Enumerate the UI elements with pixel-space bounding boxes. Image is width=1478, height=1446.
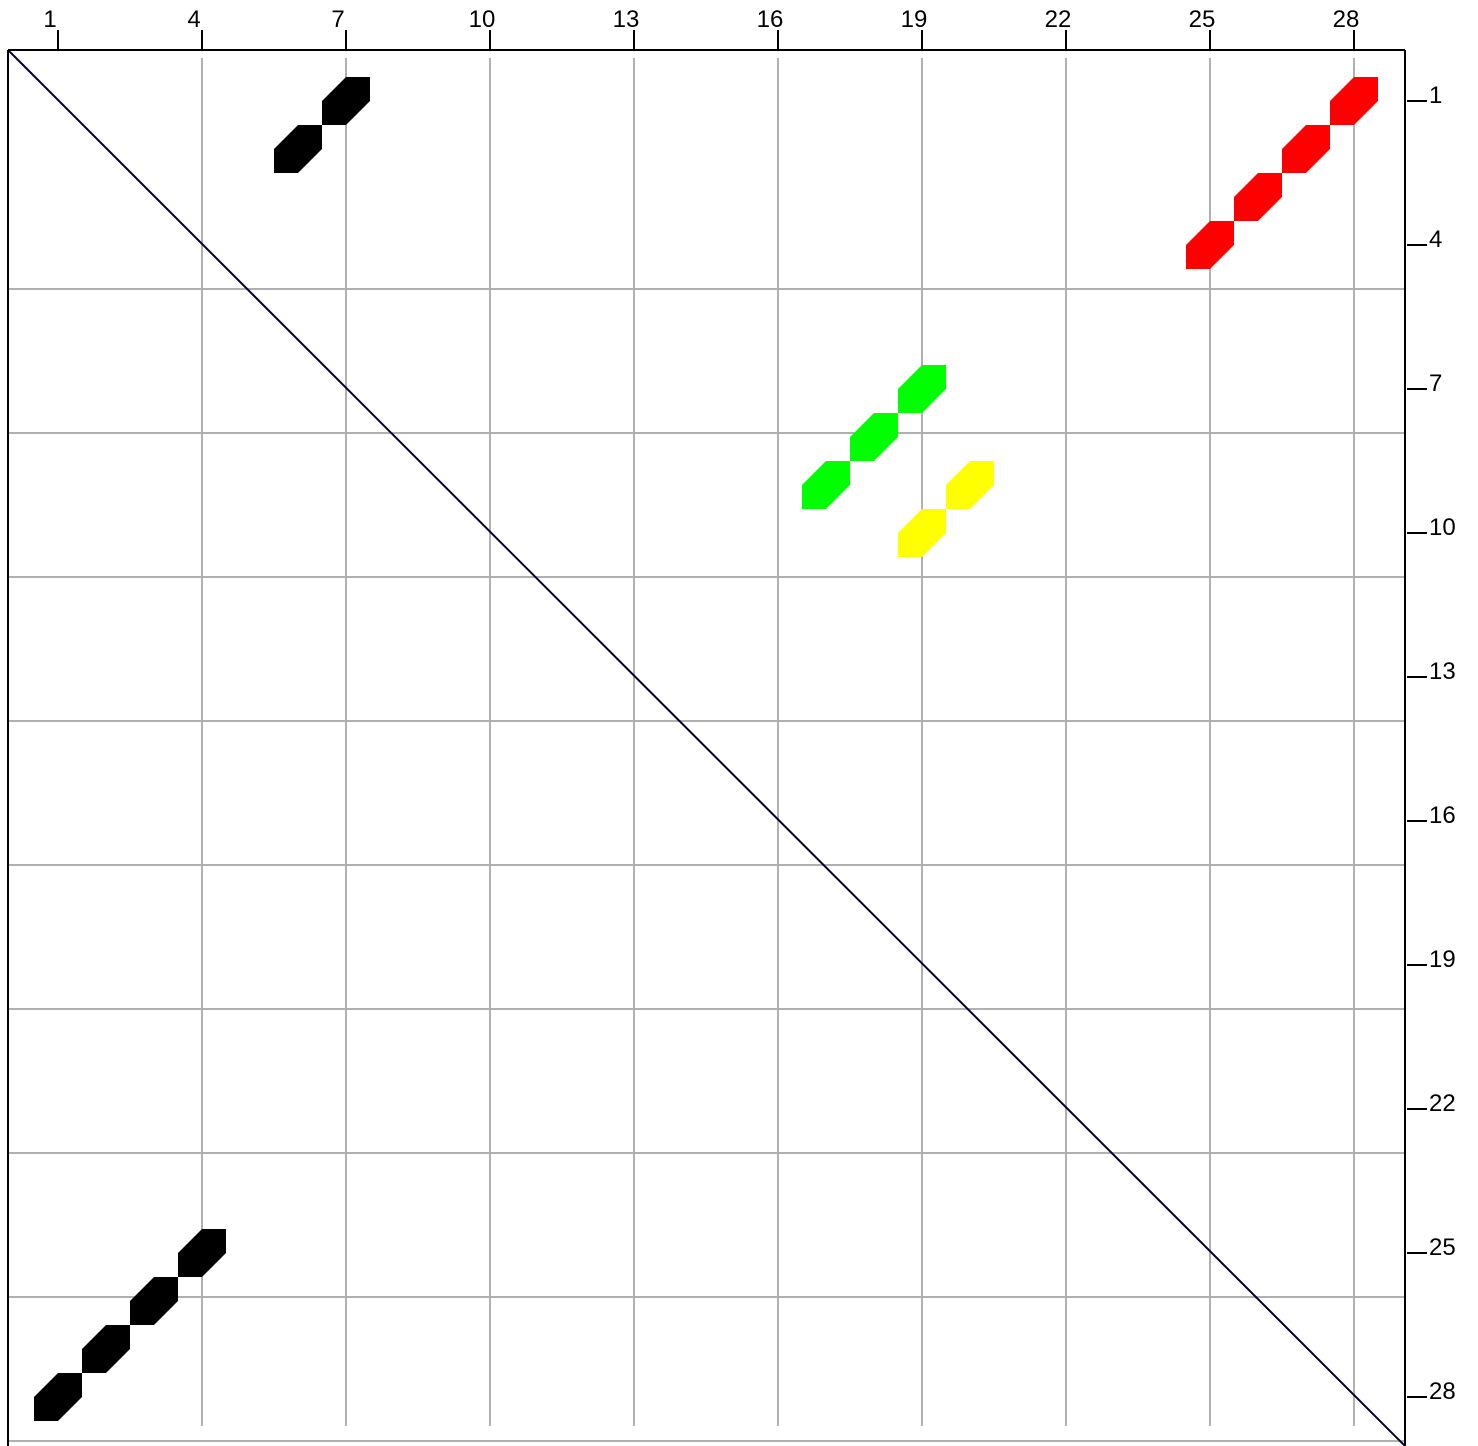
diagonal-line	[7, 49, 1406, 1446]
right-tick-label-13: 13	[1429, 658, 1456, 685]
right-tick-label-4: 4	[1429, 226, 1442, 253]
right-tick-label-16: 16	[1429, 802, 1456, 829]
plot-frame	[7, 49, 1406, 1446]
top-tick-label-1: 1	[43, 6, 56, 33]
top-tick-label-10: 10	[469, 6, 496, 33]
right-tick-label-28: 28	[1429, 1378, 1456, 1405]
cell-3-20-10	[946, 461, 994, 509]
cell-2-19-8	[898, 365, 946, 413]
cell-0-7-2	[322, 77, 370, 125]
top-tick-label-22: 22	[1045, 6, 1072, 33]
right-tick-label-22: 22	[1429, 1090, 1456, 1117]
right-tick-label-19: 19	[1429, 946, 1456, 973]
top-tick-label-25: 25	[1189, 6, 1216, 33]
cell-2-17-10	[802, 461, 850, 509]
diagonal-layer	[7, 49, 1406, 1446]
top-tick-label-7: 7	[331, 6, 344, 33]
top-tick-label-16: 16	[757, 6, 784, 33]
top-axis: 1 4 7 10 13 16 19 22 25 28	[43, 6, 1359, 50]
right-axis: 1 4 7 10 13 16 19 22 25 28	[1407, 82, 1456, 1405]
cell-0-6-3	[274, 125, 322, 173]
cell-1-26-4	[1234, 173, 1282, 221]
top-tick-label-28: 28	[1333, 6, 1360, 33]
top-tick-label-19: 19	[901, 6, 928, 33]
cell-4-1-29	[34, 1373, 82, 1421]
cell-1-25-5	[1186, 221, 1234, 269]
cells-layer	[34, 77, 1378, 1421]
right-tick-label-7: 7	[1429, 370, 1442, 397]
cell-4-2-28	[82, 1325, 130, 1373]
right-tick-label-10: 10	[1429, 514, 1456, 541]
cell-4-4-26	[178, 1229, 226, 1277]
cell-3-19-11	[898, 509, 946, 557]
grid-lines	[8, 58, 1405, 1442]
top-tick-label-13: 13	[613, 6, 640, 33]
right-tick-label-1: 1	[1429, 82, 1442, 109]
cell-2-18-9	[850, 413, 898, 461]
cell-1-28-2	[1330, 77, 1378, 125]
right-tick-label-25: 25	[1429, 1234, 1456, 1261]
cell-4-3-27	[130, 1277, 178, 1325]
top-tick-label-4: 4	[187, 6, 200, 33]
cell-1-27-3	[1282, 125, 1330, 173]
